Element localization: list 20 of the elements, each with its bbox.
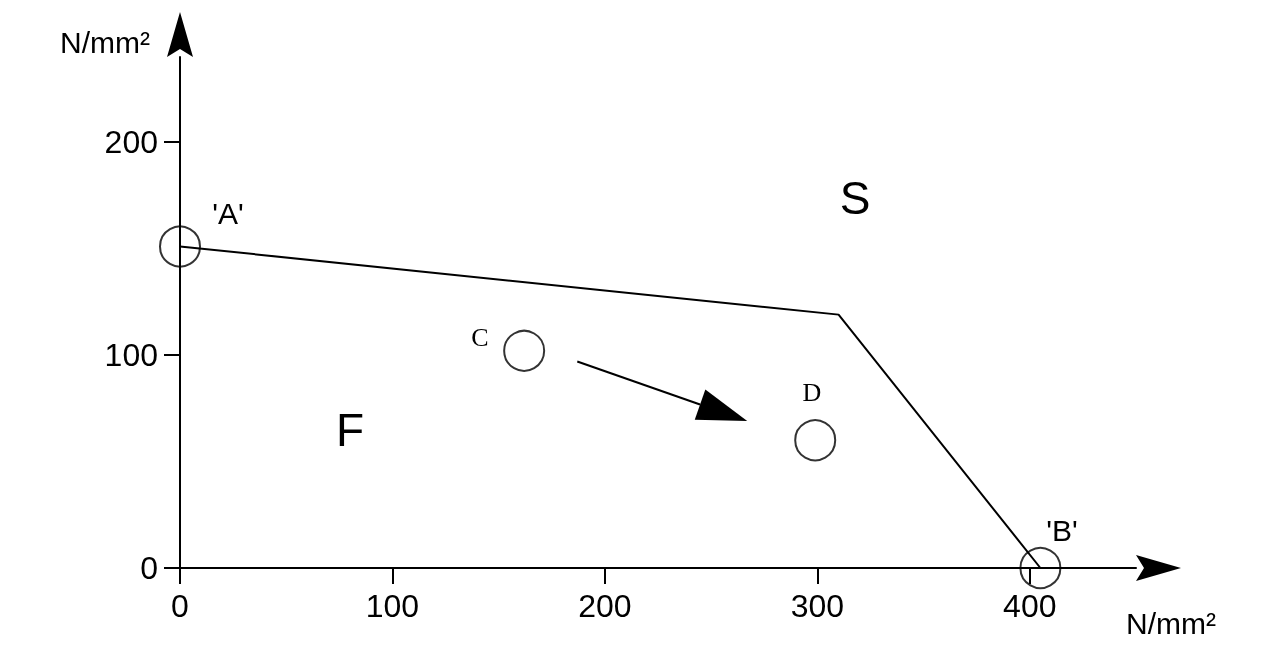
x-tick-label: 300: [790, 588, 845, 624]
annotation: 'A': [212, 196, 244, 230]
annotation: C: [471, 322, 489, 352]
y-tick-label: 200: [104, 124, 158, 161]
annotation: D: [802, 377, 822, 407]
y-tick-label: 0: [140, 550, 158, 586]
x-tick-label: 200: [578, 588, 632, 624]
x-tick-label: 0: [171, 588, 189, 624]
y-tick-label: 100: [104, 337, 158, 374]
point: [794, 419, 837, 462]
x-axis-title: N/mm²: [1126, 606, 1216, 640]
point: [1019, 547, 1062, 589]
annotation: F: [335, 404, 365, 456]
annotation: S: [839, 172, 871, 224]
x-tick-label: 100: [365, 588, 420, 624]
y-axis-title: N/mm²: [60, 25, 150, 59]
x-tick-label: 400: [1003, 588, 1057, 624]
point: [503, 329, 546, 372]
annotation: 'B': [1046, 513, 1078, 547]
point: [159, 225, 201, 268]
